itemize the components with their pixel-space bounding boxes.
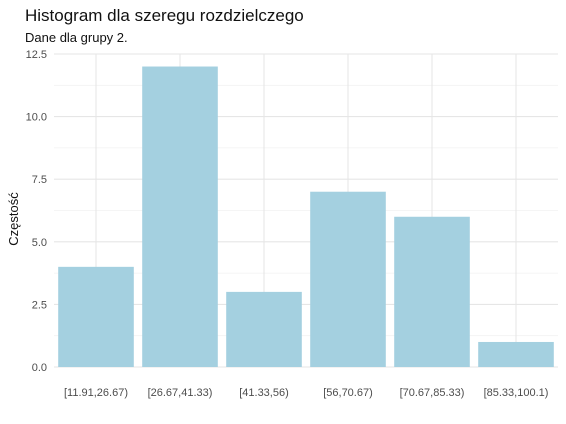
x-tick-label: [70.67,85.33) xyxy=(400,387,465,399)
y-axis-ticks: 0.0 2.5 5.0 7.5 10.0 12.5 xyxy=(26,49,47,374)
x-tick-label: [56,70.67) xyxy=(323,387,373,399)
x-tick-label: [11.91,26.67) xyxy=(64,387,128,399)
x-tick-label: [85.33,100.1) xyxy=(484,387,549,399)
bar xyxy=(478,341,554,367)
x-tick-label: [41.33,56) xyxy=(239,387,289,399)
x-axis-ticks: [11.91,26.67) [26.67,41.33) [41.33,56) [56,… xyxy=(64,387,548,399)
bar xyxy=(310,191,386,367)
chart-title: Histogram dla szeregu rozdzielczego xyxy=(25,6,304,25)
bars xyxy=(58,66,554,368)
bar xyxy=(226,291,302,367)
bar xyxy=(394,216,470,367)
bar xyxy=(58,266,134,367)
y-tick-label: 12.5 xyxy=(26,49,47,61)
chart-subtitle: Dane dla grupy 2. xyxy=(25,30,128,45)
y-tick-label: 5.0 xyxy=(32,237,47,249)
y-tick-label: 0.0 xyxy=(32,362,47,374)
y-tick-label: 10.0 xyxy=(26,112,47,124)
x-tick-label: [26.67,41.33) xyxy=(148,387,213,399)
bar xyxy=(142,66,218,368)
y-axis-label: Częstość xyxy=(6,192,21,246)
y-tick-label: 2.5 xyxy=(32,299,47,311)
y-tick-label: 7.5 xyxy=(32,174,47,186)
